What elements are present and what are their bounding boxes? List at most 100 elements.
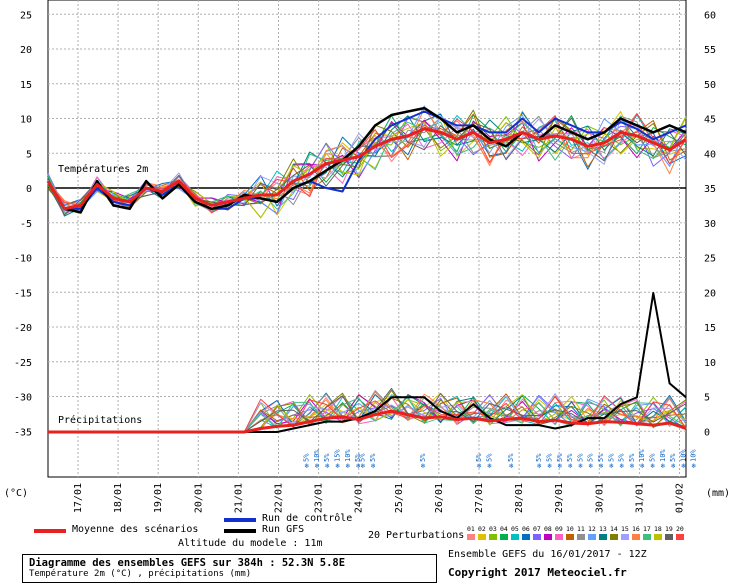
y-right-tick: 25 (704, 254, 716, 265)
snow-icon: ❄ (509, 462, 513, 470)
snow-percent-label: 10% (313, 449, 321, 462)
perturbation-number: 04 (500, 525, 508, 533)
snow-icon: ❄ (692, 462, 696, 470)
date-tick: 23/01 (314, 483, 325, 513)
snow-icon: ❄ (681, 462, 685, 470)
perturbation-number: 20 (676, 525, 684, 533)
temperature-member-line (47, 117, 687, 216)
perturbation-number: 17 (643, 525, 651, 533)
snow-percent-label: 5% (587, 453, 595, 462)
temperature-mean-line (46, 127, 687, 211)
plot-frame (47, 0, 687, 478)
perturbation-number: 10 (566, 525, 574, 533)
date-tick: 30/01 (594, 483, 605, 513)
y-right-tick: 35 (704, 184, 716, 195)
date-tick: 17/01 (73, 483, 84, 513)
temperature-member-line (47, 112, 687, 214)
perturbation-swatch (478, 534, 486, 540)
perturbation-swatch (665, 534, 673, 540)
snow-percent-label: 5% (419, 453, 427, 462)
perturbation-number: 16 (632, 525, 640, 533)
perturbation-number: 15 (621, 525, 629, 533)
perturbation-swatch (676, 534, 684, 540)
y-right-tick: 60 (704, 10, 716, 21)
perturbation-swatch (599, 534, 607, 540)
copyright: Copyright 2017 Meteociel.fr (448, 566, 627, 579)
date-tick: 01/02 (675, 483, 686, 513)
grid (47, 0, 687, 478)
snow-percent-label: 5% (507, 453, 515, 462)
y-left-tick: 20 (20, 45, 32, 56)
perturbation-number: 03 (489, 525, 497, 533)
snow-percent-label: 15% (333, 449, 341, 462)
date-tick: 27/01 (474, 483, 485, 513)
date-tick: 19/01 (153, 483, 164, 513)
date-tick: 31/01 (634, 483, 645, 513)
snow-percent-label: 10% (679, 449, 687, 462)
legend-perturbations-label: 20 Perturbations (368, 530, 465, 541)
perturbation-swatch (654, 534, 662, 540)
snow-icon: ❄ (304, 462, 308, 470)
legend-control-swatch (224, 518, 256, 522)
perturbation-swatch (533, 534, 541, 540)
y-left-tick: 15 (20, 80, 32, 91)
y-left-unit: (°C) (4, 488, 28, 499)
perturbation-number: 01 (467, 525, 475, 533)
snow-percent-label: 5% (535, 453, 543, 462)
date-tick: 29/01 (554, 483, 565, 513)
y-right-tick: 50 (704, 80, 716, 91)
y-left-tick: 10 (20, 115, 32, 126)
legend-control-label: Run de contrôle (262, 513, 353, 524)
snow-percent-label: 5% (628, 453, 636, 462)
perturbation-swatch (577, 534, 585, 540)
perturbation-number: 05 (511, 525, 519, 533)
series (46, 105, 687, 434)
temperature-member-line (47, 113, 687, 213)
perturbation-number: 06 (522, 525, 530, 533)
perturbation-swatch (621, 534, 629, 540)
legend-mean-swatch (34, 529, 66, 533)
perturbation-swatch (643, 534, 651, 540)
snow-percent-label: 5% (648, 453, 656, 462)
perturbation-swatch (566, 534, 574, 540)
date-tick: 20/01 (193, 483, 204, 513)
date-tick: 21/01 (233, 483, 244, 513)
y-right-tick: 15 (704, 323, 716, 334)
y-left-tick: 5 (26, 149, 32, 160)
perturbation-number: 08 (544, 525, 552, 533)
y-right-tick: 30 (704, 219, 716, 230)
y-right-tick: 40 (704, 149, 716, 160)
y-right-tick: 45 (704, 115, 716, 126)
y-left-tick: 0 (26, 184, 32, 195)
perturbation-number: 12 (588, 525, 596, 533)
snow-icon: ❄ (325, 462, 329, 470)
snow-icon: ❄ (599, 462, 603, 470)
altitude-label: Altitude du modele : 11m (178, 538, 323, 549)
labels: ❄5%❄10%❄5%❄15%❄10%❄5%❄5%❄5%❄5%❄5%❄5%❄5%❄… (303, 449, 698, 470)
snow-percent-label: 5% (618, 453, 626, 462)
perturbation-number: 14 (610, 525, 618, 533)
snow-percent-label: 5% (369, 453, 377, 462)
snow-icon: ❄ (671, 462, 675, 470)
snow-icon: ❄ (609, 462, 613, 470)
snow-icon: ❄ (371, 462, 375, 470)
date-tick: 18/01 (113, 483, 124, 513)
snow-percent-label: 5% (556, 453, 564, 462)
y-right-tick: 20 (704, 288, 716, 299)
section-label-temperature: Températures 2m (58, 164, 149, 175)
snow-icon: ❄ (477, 462, 481, 470)
perturbation-swatch (489, 534, 497, 540)
snow-percent-label: 5% (669, 453, 677, 462)
perturbation-swatch (555, 534, 563, 540)
perturbation-number: 19 (665, 525, 673, 533)
perturbation-number: 09 (555, 525, 563, 533)
section-label-precip: Précipitations (58, 415, 143, 426)
snow-percent-label: 10% (659, 449, 667, 462)
perturbation-swatch (522, 534, 530, 540)
snow-icon: ❄ (315, 462, 319, 470)
info-box: Diagramme des ensembles GEFS sur 384h : … (22, 554, 437, 583)
perturbation-number: 11 (577, 525, 585, 533)
y-left-tick: -25 (14, 358, 32, 369)
snow-percent-label: 5% (545, 453, 553, 462)
